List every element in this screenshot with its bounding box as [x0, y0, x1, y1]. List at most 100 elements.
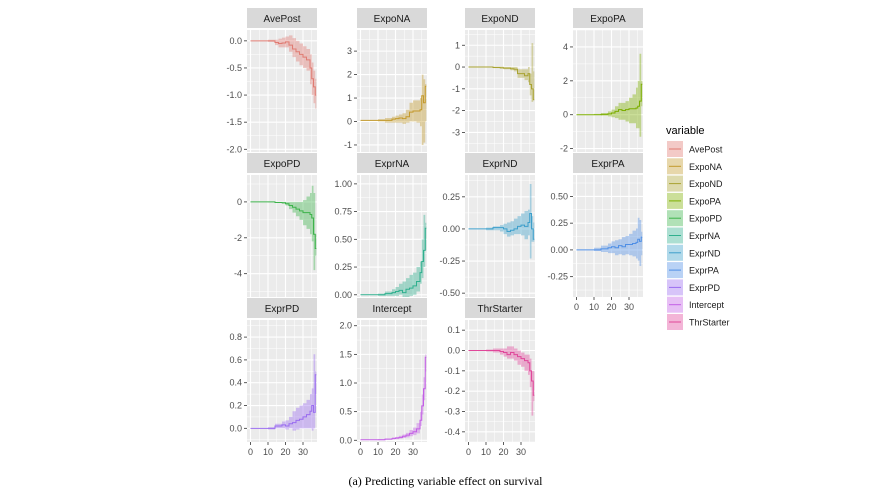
y-tick-label: -0.1 [444, 366, 460, 376]
x-tick-label: 10 [589, 302, 599, 312]
panel-expopd: ExpoPD 0 -2 -4 [234, 153, 317, 297]
y-tick-label: 4 [563, 42, 568, 52]
y-tick-label: -0.3 [444, 407, 460, 417]
x-tick-label: 30 [408, 447, 418, 457]
panel-expona: ExpoNA 3 2 1 0 -1 [344, 8, 427, 152]
y-tick-label: 0.00 [550, 245, 568, 255]
y-tick-label: 1.5 [339, 349, 352, 359]
y-tick-label: 0.8 [229, 332, 242, 342]
strip-label: ExpoPA [590, 14, 626, 25]
confidence-ribbon [468, 183, 535, 259]
effect-line [360, 85, 427, 121]
strip-label: ExprPA [591, 159, 624, 170]
x-tick-label: 20 [280, 447, 290, 457]
confidence-ribbon [576, 53, 643, 137]
y-tick-label: 0.1 [447, 325, 460, 335]
panel-intercept: Intercept 2.0 1.5 1.0 0.5 0.0 0 10 20 30 [339, 298, 427, 457]
plot-background [357, 175, 427, 297]
strip [247, 153, 317, 173]
x-tick-label: 20 [606, 302, 616, 312]
y-tick-label: 1 [347, 93, 352, 103]
y-tick-label: 1.00 [334, 179, 352, 189]
y-tick-label: 0.5 [339, 407, 352, 417]
strip [357, 8, 427, 28]
confidence-ribbon [360, 214, 427, 297]
strip [465, 153, 535, 173]
x-tick-label: 10 [481, 447, 491, 457]
x-tick-label: 0 [574, 302, 579, 312]
y-tick-label: -1.0 [226, 90, 242, 100]
y-tick-label: -0.25 [547, 272, 568, 282]
y-tick-label: 0.0 [447, 346, 460, 356]
y-tick-label: 0.2 [229, 401, 242, 411]
y-tick-label: -4 [234, 269, 242, 279]
y-tick-label: -2.0 [226, 144, 242, 154]
effect-line [468, 66, 535, 101]
x-tick-label: 0 [358, 447, 363, 457]
y-tick-label: -1 [344, 140, 352, 150]
legend-label: ExpoNA [689, 162, 722, 172]
figure-caption: (a) Predicting variable effect on surviv… [348, 474, 543, 488]
panel-thrstarter: ThrStarter 0.1 0.0 -0.1 -0.2 -0.3 -0.4 0 10 20 30 [444, 298, 535, 457]
y-tick-label: 0.50 [334, 234, 352, 244]
y-tick-label: 2.0 [339, 321, 352, 331]
plot-background [247, 175, 317, 297]
legend-label: Intercept [689, 300, 725, 310]
y-tick-label: 0.0 [339, 435, 352, 445]
panel-avepost: AvePost 0.0 -0.5 -1.0 -1.5 -2.0 [226, 8, 317, 154]
y-tick-label: -1 [452, 84, 460, 94]
plot-background [247, 320, 317, 442]
panel-expond: ExpoND 1 0 -1 -2 -3 [452, 8, 535, 152]
y-tick-label: 1 [455, 40, 460, 50]
y-tick-label: -0.5 [226, 63, 242, 73]
y-tick-label: 0.0 [229, 36, 242, 46]
x-tick-label: 30 [298, 447, 308, 457]
y-tick-label: -0.50 [439, 288, 460, 298]
panel-exprna: ExprNA 1.00 0.75 0.50 0.25 0.00 [334, 153, 427, 300]
legend-label: ExprNA [689, 231, 720, 241]
plot-background [465, 175, 535, 297]
strip-label: ExprNA [375, 159, 410, 170]
strip-label: ExprND [482, 159, 517, 170]
legend-label: ExprPA [689, 266, 719, 276]
panel-exprpd: ExprPD 0.8 0.6 0.4 0.2 0.0 0 10 20 30 [229, 298, 317, 457]
y-tick-label: -2 [452, 106, 460, 116]
effect-line [468, 350, 535, 396]
strip-label: ExprPD [265, 304, 299, 315]
effect-line [468, 213, 535, 240]
strip [247, 298, 317, 318]
plot-background [465, 30, 535, 152]
y-tick-label: 0.25 [334, 262, 352, 272]
y-tick-label: 0.25 [442, 192, 460, 202]
effect-line [250, 201, 317, 250]
strip [465, 298, 535, 318]
y-tick-label: -0.25 [439, 256, 460, 266]
x-tick-label: 30 [516, 447, 526, 457]
effect-line [576, 236, 643, 251]
plot-background [247, 30, 317, 152]
y-tick-label: 0.50 [550, 191, 568, 201]
confidence-ribbon [250, 185, 317, 271]
plot-background [357, 30, 427, 152]
y-tick-label: 0.4 [229, 378, 242, 388]
legend: variable AvePost ExpoNA ExpoND ExpoPA ExpoPD E… [666, 125, 730, 330]
y-tick-label: 0 [347, 117, 352, 127]
confidence-ribbon [250, 354, 317, 431]
x-tick-label: 20 [390, 447, 400, 457]
panel-expopa: ExpoPA 4 2 0 -2 [560, 8, 643, 154]
panel-exprnd: ExprND 0.25 0.00 -0.25 -0.50 [439, 153, 535, 298]
x-tick-label: 0 [248, 447, 253, 457]
y-tick-label: -3 [452, 127, 460, 137]
legend-label: ExprND [689, 248, 721, 258]
legend-label: ExpoPD [689, 214, 723, 224]
x-tick-label: 20 [498, 447, 508, 457]
strip-label: Intercept [373, 304, 412, 315]
y-tick-label: 0.75 [334, 207, 352, 217]
plot-background [573, 30, 643, 152]
y-tick-label: -1.5 [226, 117, 242, 127]
effect-line [360, 356, 427, 441]
legend-label: ExpoND [689, 179, 723, 189]
strip-label: ThrStarter [477, 304, 523, 315]
plot-background [357, 320, 427, 442]
